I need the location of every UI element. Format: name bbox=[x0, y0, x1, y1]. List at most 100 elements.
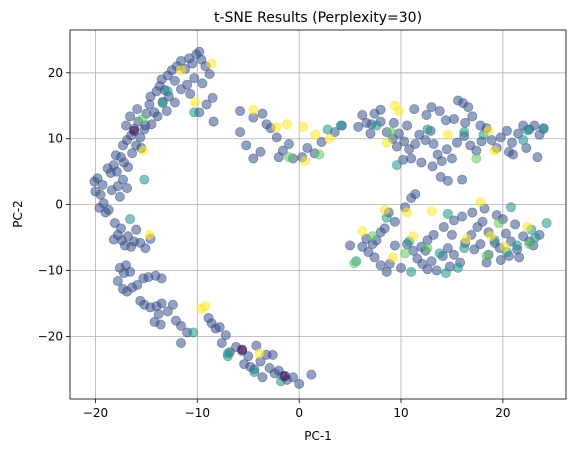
scatter-point bbox=[427, 161, 438, 172]
scatter-point bbox=[467, 111, 478, 122]
x-tick-label: −20 bbox=[83, 406, 108, 420]
x-tick-label: 0 bbox=[295, 406, 303, 420]
scatter-point bbox=[475, 120, 486, 131]
scatter-point bbox=[489, 145, 500, 156]
scatter-point bbox=[406, 193, 417, 204]
scatter-point bbox=[187, 58, 198, 69]
scatter-point bbox=[153, 308, 164, 319]
scatter-point bbox=[441, 144, 452, 155]
scatter-point bbox=[442, 129, 453, 140]
scatter-point bbox=[114, 191, 125, 202]
scatter-point bbox=[400, 248, 411, 259]
scatter-point bbox=[422, 124, 433, 135]
scatter-point bbox=[273, 152, 284, 163]
scatter-point bbox=[530, 232, 541, 243]
scatter-point bbox=[294, 378, 305, 389]
scatter-point bbox=[512, 240, 523, 251]
scatter-point bbox=[379, 204, 390, 215]
scatter-point bbox=[249, 366, 260, 377]
scatter-point bbox=[459, 127, 470, 138]
scatter-point bbox=[457, 174, 468, 185]
scatter-point bbox=[518, 135, 529, 146]
scatter-point bbox=[155, 319, 166, 330]
scatter-point bbox=[139, 174, 150, 185]
scatter-point bbox=[220, 330, 231, 341]
scatter-point bbox=[495, 254, 506, 265]
scatter-point bbox=[522, 222, 533, 233]
scatter-point bbox=[483, 125, 494, 136]
scatter-point bbox=[448, 215, 459, 226]
scatter-point bbox=[467, 207, 478, 218]
scatter-point bbox=[442, 175, 453, 186]
scatter-point bbox=[222, 348, 233, 359]
scatter-point bbox=[135, 132, 146, 143]
scatter-point bbox=[121, 120, 132, 131]
scatter-point bbox=[281, 119, 292, 130]
scatter-point bbox=[123, 162, 134, 173]
x-tick-label: 10 bbox=[393, 406, 408, 420]
scatter-point bbox=[271, 132, 282, 143]
scatter-point bbox=[137, 113, 148, 124]
scatter-point bbox=[257, 108, 268, 119]
scatter-point bbox=[399, 136, 410, 147]
scatter-point bbox=[393, 128, 404, 139]
scatter-point bbox=[402, 207, 413, 218]
scatter-point bbox=[122, 183, 133, 194]
scatter-point bbox=[475, 239, 486, 250]
scatter-point bbox=[375, 104, 386, 115]
scatter-point bbox=[524, 239, 535, 250]
scatter-point bbox=[97, 179, 108, 190]
scatter-point bbox=[214, 322, 225, 333]
scatter-point bbox=[436, 156, 447, 167]
scatter-point bbox=[461, 233, 472, 244]
scatter-point bbox=[235, 127, 246, 138]
scatter-point bbox=[391, 160, 402, 171]
scatter-point bbox=[391, 141, 402, 152]
scatter-point bbox=[416, 157, 427, 168]
scatter-point bbox=[431, 265, 442, 276]
scatter-point bbox=[493, 218, 504, 229]
data-points bbox=[89, 46, 552, 389]
scatter-point bbox=[510, 219, 521, 230]
scatter-point bbox=[422, 243, 433, 254]
scatter-point bbox=[345, 240, 356, 251]
scatter-point bbox=[306, 369, 317, 380]
scatter-point bbox=[363, 247, 374, 258]
scatter-point bbox=[267, 349, 278, 360]
scatter-point bbox=[241, 140, 252, 151]
scatter-point bbox=[125, 266, 136, 277]
scatter-point bbox=[408, 231, 419, 242]
scatter-point bbox=[459, 243, 470, 254]
scatter-point bbox=[541, 218, 552, 229]
scatter-point bbox=[514, 252, 525, 263]
scatter-point bbox=[157, 98, 168, 109]
scatter-point bbox=[188, 327, 199, 338]
scatter-point bbox=[302, 142, 313, 153]
scatter-point bbox=[471, 153, 482, 164]
scatter-point bbox=[95, 189, 106, 200]
x-tick-label: −10 bbox=[185, 406, 210, 420]
scatter-point bbox=[176, 84, 187, 95]
scatter-point bbox=[446, 229, 457, 240]
x-tick-label: 20 bbox=[495, 406, 510, 420]
scatter-point bbox=[460, 117, 471, 128]
y-tick-label: 0 bbox=[55, 198, 63, 212]
scatter-point bbox=[522, 125, 533, 136]
scatter-point bbox=[452, 137, 463, 148]
scatter-point bbox=[300, 156, 311, 167]
scatter-point bbox=[237, 344, 248, 355]
scatter-point bbox=[365, 128, 376, 139]
scatter-point bbox=[235, 106, 246, 117]
scatter-point bbox=[248, 104, 259, 115]
scatter-point bbox=[156, 273, 167, 284]
scatter-point bbox=[453, 262, 464, 273]
scatter-point bbox=[442, 243, 453, 254]
scatter-point bbox=[371, 120, 382, 131]
scatter-point bbox=[125, 214, 136, 225]
scatter-point bbox=[189, 107, 200, 118]
scatter-point bbox=[457, 211, 468, 222]
y-tick-label: 20 bbox=[48, 66, 63, 80]
scatter-point bbox=[396, 262, 407, 273]
scatter-point bbox=[92, 173, 103, 184]
scatter-point bbox=[206, 58, 217, 69]
